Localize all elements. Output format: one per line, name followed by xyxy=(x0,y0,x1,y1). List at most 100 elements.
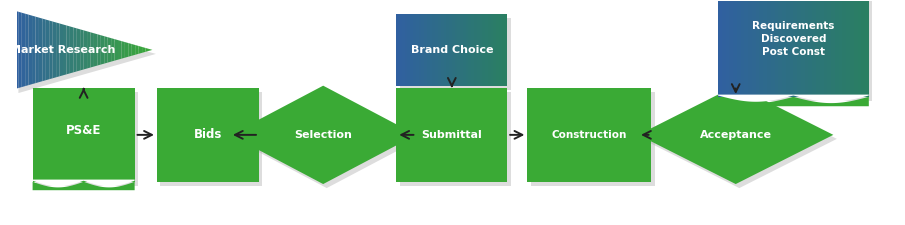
Polygon shape xyxy=(405,14,407,86)
Polygon shape xyxy=(138,46,142,54)
Polygon shape xyxy=(132,44,135,56)
Polygon shape xyxy=(786,0,790,97)
Polygon shape xyxy=(794,0,797,97)
Polygon shape xyxy=(396,14,399,86)
Polygon shape xyxy=(499,14,501,86)
Polygon shape xyxy=(718,94,869,102)
Polygon shape xyxy=(125,42,129,58)
Polygon shape xyxy=(87,31,90,68)
Polygon shape xyxy=(430,14,433,86)
Polygon shape xyxy=(60,23,63,76)
Bar xyxy=(160,92,262,186)
Polygon shape xyxy=(449,14,452,86)
Bar xyxy=(400,18,510,90)
Polygon shape xyxy=(118,40,121,60)
Polygon shape xyxy=(726,0,729,97)
Text: Selection: Selection xyxy=(294,130,352,140)
Polygon shape xyxy=(142,47,146,53)
Polygon shape xyxy=(435,14,438,86)
Polygon shape xyxy=(446,14,449,86)
Polygon shape xyxy=(816,0,820,97)
Polygon shape xyxy=(831,0,835,97)
Polygon shape xyxy=(638,86,834,184)
Polygon shape xyxy=(482,14,485,86)
Polygon shape xyxy=(839,0,843,97)
Text: Market Research: Market Research xyxy=(10,45,116,55)
Polygon shape xyxy=(827,0,831,97)
Polygon shape xyxy=(463,14,466,86)
Polygon shape xyxy=(801,0,805,97)
Polygon shape xyxy=(460,14,463,86)
Polygon shape xyxy=(748,0,752,97)
Polygon shape xyxy=(418,14,422,86)
Polygon shape xyxy=(452,14,454,86)
Polygon shape xyxy=(472,14,474,86)
Polygon shape xyxy=(230,86,416,184)
Bar xyxy=(36,92,138,186)
Text: Bids: Bids xyxy=(194,128,222,141)
Polygon shape xyxy=(853,0,858,97)
Polygon shape xyxy=(752,0,756,97)
Polygon shape xyxy=(108,37,111,63)
Polygon shape xyxy=(90,32,94,68)
Bar xyxy=(531,92,655,186)
Polygon shape xyxy=(496,14,499,86)
Polygon shape xyxy=(441,14,443,86)
Polygon shape xyxy=(790,0,794,97)
Polygon shape xyxy=(642,90,837,188)
Text: Construction: Construction xyxy=(552,130,627,140)
Polygon shape xyxy=(73,27,77,72)
Polygon shape xyxy=(135,45,138,55)
Polygon shape xyxy=(433,14,435,86)
Polygon shape xyxy=(66,25,70,74)
Polygon shape xyxy=(33,182,135,190)
Polygon shape xyxy=(763,0,767,97)
Polygon shape xyxy=(491,14,493,86)
Polygon shape xyxy=(862,0,865,97)
Polygon shape xyxy=(415,14,418,86)
Polygon shape xyxy=(56,22,60,77)
Polygon shape xyxy=(129,43,132,57)
Polygon shape xyxy=(504,14,508,86)
Polygon shape xyxy=(850,0,853,97)
Polygon shape xyxy=(797,0,801,97)
Polygon shape xyxy=(18,15,156,93)
Polygon shape xyxy=(149,49,152,51)
Polygon shape xyxy=(29,15,32,85)
Polygon shape xyxy=(457,14,460,86)
Bar xyxy=(396,88,508,182)
Polygon shape xyxy=(233,90,420,188)
Text: Acceptance: Acceptance xyxy=(700,130,772,140)
Polygon shape xyxy=(25,14,29,86)
Bar xyxy=(33,88,135,182)
Polygon shape xyxy=(466,14,469,86)
Bar xyxy=(400,92,510,186)
Polygon shape xyxy=(146,48,149,52)
Polygon shape xyxy=(43,19,46,81)
Polygon shape xyxy=(771,0,775,97)
Polygon shape xyxy=(399,14,402,86)
Text: Brand Choice: Brand Choice xyxy=(411,45,493,55)
Polygon shape xyxy=(824,0,827,97)
Polygon shape xyxy=(813,0,816,97)
Polygon shape xyxy=(35,17,39,83)
Polygon shape xyxy=(501,14,504,86)
Polygon shape xyxy=(722,0,726,97)
Polygon shape xyxy=(413,14,415,86)
Polygon shape xyxy=(485,14,488,86)
Polygon shape xyxy=(480,14,482,86)
Bar xyxy=(721,0,872,101)
Polygon shape xyxy=(729,0,733,97)
Polygon shape xyxy=(402,14,405,86)
Polygon shape xyxy=(111,38,115,62)
Polygon shape xyxy=(115,39,118,61)
Polygon shape xyxy=(843,0,846,97)
Polygon shape xyxy=(745,0,748,97)
Polygon shape xyxy=(759,0,763,97)
Polygon shape xyxy=(18,12,22,88)
Polygon shape xyxy=(756,0,759,97)
Polygon shape xyxy=(14,11,18,89)
Polygon shape xyxy=(98,34,100,65)
Polygon shape xyxy=(83,30,87,70)
Polygon shape xyxy=(438,14,441,86)
